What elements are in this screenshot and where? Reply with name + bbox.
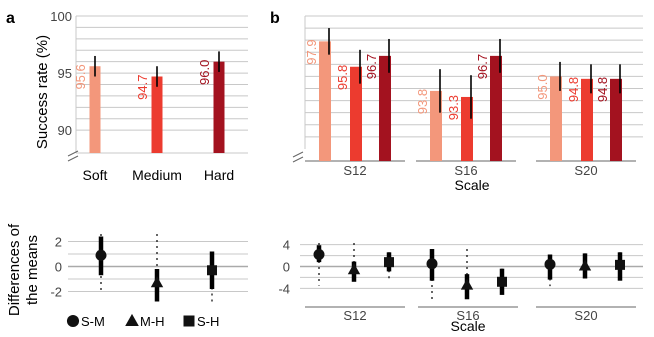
y-axis-label-bottom-line2: the means (24, 235, 41, 305)
y-tick-label: 2 (55, 235, 62, 250)
data-label: 97.9 (304, 39, 319, 64)
axis-break-mark (67, 150, 79, 162)
mean-marker (497, 276, 507, 287)
x-tick-label: S12 (343, 163, 366, 178)
y-tick-label: 100 (50, 9, 72, 24)
x-tick-label: S12 (343, 308, 366, 323)
data-label: 94.8 (595, 77, 610, 102)
x-tick-label: Soft (83, 167, 108, 183)
bar (89, 66, 101, 153)
data-label: 94.8 (566, 77, 581, 102)
y-tick-label: 0 (283, 260, 290, 275)
bar (379, 55, 391, 161)
legend-label: S-H (197, 314, 219, 329)
chart-b-bottom: -4 0 4 S12 S16 S20 (278, 238, 643, 323)
bar (151, 76, 163, 153)
bar (610, 78, 622, 161)
legend-label: M-H (140, 314, 165, 329)
panel-label-b: b (270, 10, 280, 27)
mean-marker (578, 259, 592, 271)
chart-b-top: 97.9 95.8 96.7 S12 93.8 93.3 96.7 S16 95.0 94.8 94… (292, 15, 643, 178)
x-axis-label-b-bottom: Scale (450, 318, 485, 334)
x-tick-label: S20 (574, 163, 597, 178)
data-label: 95.0 (535, 74, 550, 99)
data-label: 93.8 (415, 89, 430, 114)
x-tick-label: S16 (456, 308, 479, 323)
y-tick-label: 0 (55, 260, 62, 275)
legend-label: S-M (81, 314, 105, 329)
mean-marker (460, 278, 474, 290)
bar (490, 55, 502, 161)
legend: S-M M-H S-H (66, 313, 219, 329)
x-tick-label: S20 (574, 308, 597, 323)
data-label: 96.0 (197, 60, 212, 85)
panel-label-a: a (6, 10, 15, 27)
mean-marker (207, 265, 217, 276)
mean-marker (615, 259, 625, 270)
x-tick-label: Medium (132, 167, 182, 183)
bar (550, 76, 562, 161)
x-tick-label: S16 (454, 163, 477, 178)
x-axis-label-b-top: Scale (454, 177, 489, 193)
bar (213, 61, 225, 153)
mean-marker (384, 257, 394, 268)
y-axis-label-bottom-line1: Differences of (6, 223, 23, 316)
bar (581, 78, 593, 161)
y-tick-label: 90 (58, 123, 72, 138)
mean-marker (95, 249, 107, 261)
data-label: 96.7 (475, 54, 490, 79)
data-label: 93.3 (446, 95, 461, 120)
y-tick-label: 95 (58, 66, 72, 81)
chart-a-bottom: -2 0 2 (50, 234, 248, 302)
y-tick-label: -4 (278, 281, 290, 296)
bar (350, 66, 362, 161)
bar (430, 90, 442, 161)
data-label: 96.7 (364, 54, 379, 79)
mean-marker (313, 248, 325, 260)
legend-marker (183, 315, 195, 327)
x-tick-label: Hard (204, 167, 234, 183)
y-tick-label: -2 (50, 285, 62, 300)
axis-break-mark (292, 151, 304, 163)
bar (461, 96, 473, 161)
mean-marker (150, 276, 164, 288)
y-axis-label-top: Success rate (%) (34, 35, 51, 149)
mean-marker (426, 258, 438, 270)
bar (319, 41, 331, 161)
chart-a-top: 90 95 100 95.6 Soft 94.7 Medium 96.0 Hard (50, 9, 248, 183)
legend-marker (125, 313, 139, 326)
legend-marker (66, 314, 80, 328)
data-label: 95.6 (73, 64, 88, 89)
y-tick-label: 4 (283, 238, 290, 253)
data-label: 94.7 (135, 75, 150, 100)
mean-marker (544, 258, 556, 270)
data-label: 95.8 (335, 65, 350, 90)
mean-marker (347, 263, 361, 275)
